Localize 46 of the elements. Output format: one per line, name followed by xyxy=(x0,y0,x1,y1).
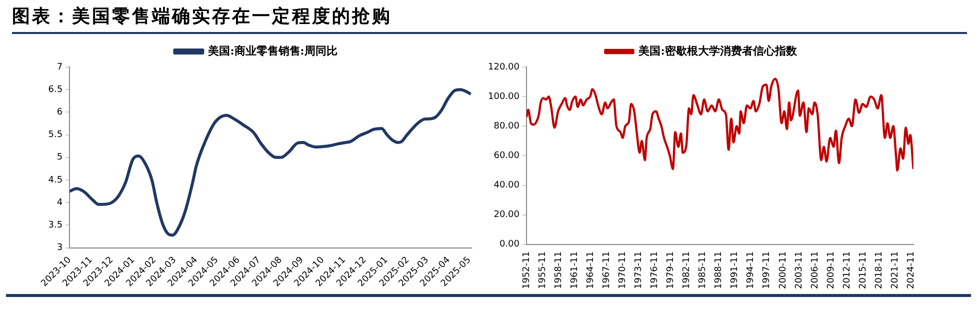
x-tick-label: 2000-11 xyxy=(778,251,788,290)
x-tick-label: 1967-11 xyxy=(602,251,612,290)
x-tick-label: 2009-11 xyxy=(826,251,836,290)
y-tick-label: 7 xyxy=(56,62,63,72)
chart-title: 图表：美国零售端确实存在一定程度的抢购 xyxy=(12,2,967,34)
x-tick-label: 1982-11 xyxy=(682,251,692,290)
y-tick-label: 60.00 xyxy=(494,151,520,162)
x-tick-label: 1985-11 xyxy=(698,251,708,290)
y-tick-label: 4.5 xyxy=(48,175,63,186)
x-tick-label: 1979-11 xyxy=(666,251,676,290)
y-tick-label: 3.5 xyxy=(48,220,63,231)
y-tick-label: 4 xyxy=(56,198,63,208)
y-tick-label: 3 xyxy=(56,243,63,254)
x-tick-label: 1997-11 xyxy=(762,251,772,290)
line-series xyxy=(70,88,472,237)
y-tick-label: 120.00 xyxy=(488,62,520,72)
y-tick-label: 0.00 xyxy=(499,240,520,250)
x-tick-label: 1988-11 xyxy=(714,251,724,290)
x-tick-label: 2012-11 xyxy=(842,251,852,290)
x-tick-label: 2021-11 xyxy=(890,251,900,290)
y-tick-label: 20.00 xyxy=(494,210,520,220)
x-tick-label: 2015-11 xyxy=(858,251,868,290)
y-tick-label: 100.00 xyxy=(488,92,520,102)
x-tick-label: 2003-11 xyxy=(794,251,804,290)
legend-label: 美国:商业零售销售:周同比 xyxy=(207,44,338,58)
y-tick-label: 80.00 xyxy=(494,121,520,132)
legend-label: 美国:密歇根大学消费者信心指数 xyxy=(638,44,798,58)
y-tick-label: 40.00 xyxy=(494,180,520,191)
x-tick-label: 1964-11 xyxy=(586,251,596,290)
x-tick-label: 1958-11 xyxy=(554,251,564,290)
x-tick-label: 1952-11 xyxy=(522,251,532,290)
x-tick-label: 1955-11 xyxy=(538,251,548,290)
x-tick-label: 2006-11 xyxy=(810,251,820,290)
x-tick-label: 1976-11 xyxy=(650,251,660,290)
y-tick-label: 5 xyxy=(56,152,63,163)
y-tick-label: 6 xyxy=(56,108,63,118)
x-tick-label: 1991-11 xyxy=(730,251,740,290)
x-tick-label: 1973-11 xyxy=(634,251,644,290)
x-tick-label: 1970-11 xyxy=(618,251,628,290)
x-tick-label: 2018-11 xyxy=(874,251,884,290)
y-tick-label: 5.5 xyxy=(48,130,63,140)
x-tick-label: 2024-11 xyxy=(906,251,916,290)
x-tick-label: 1994-11 xyxy=(746,251,756,290)
line-series xyxy=(526,78,914,172)
y-tick-label: 6.5 xyxy=(48,84,63,95)
x-tick-label: 1961-11 xyxy=(570,251,580,290)
